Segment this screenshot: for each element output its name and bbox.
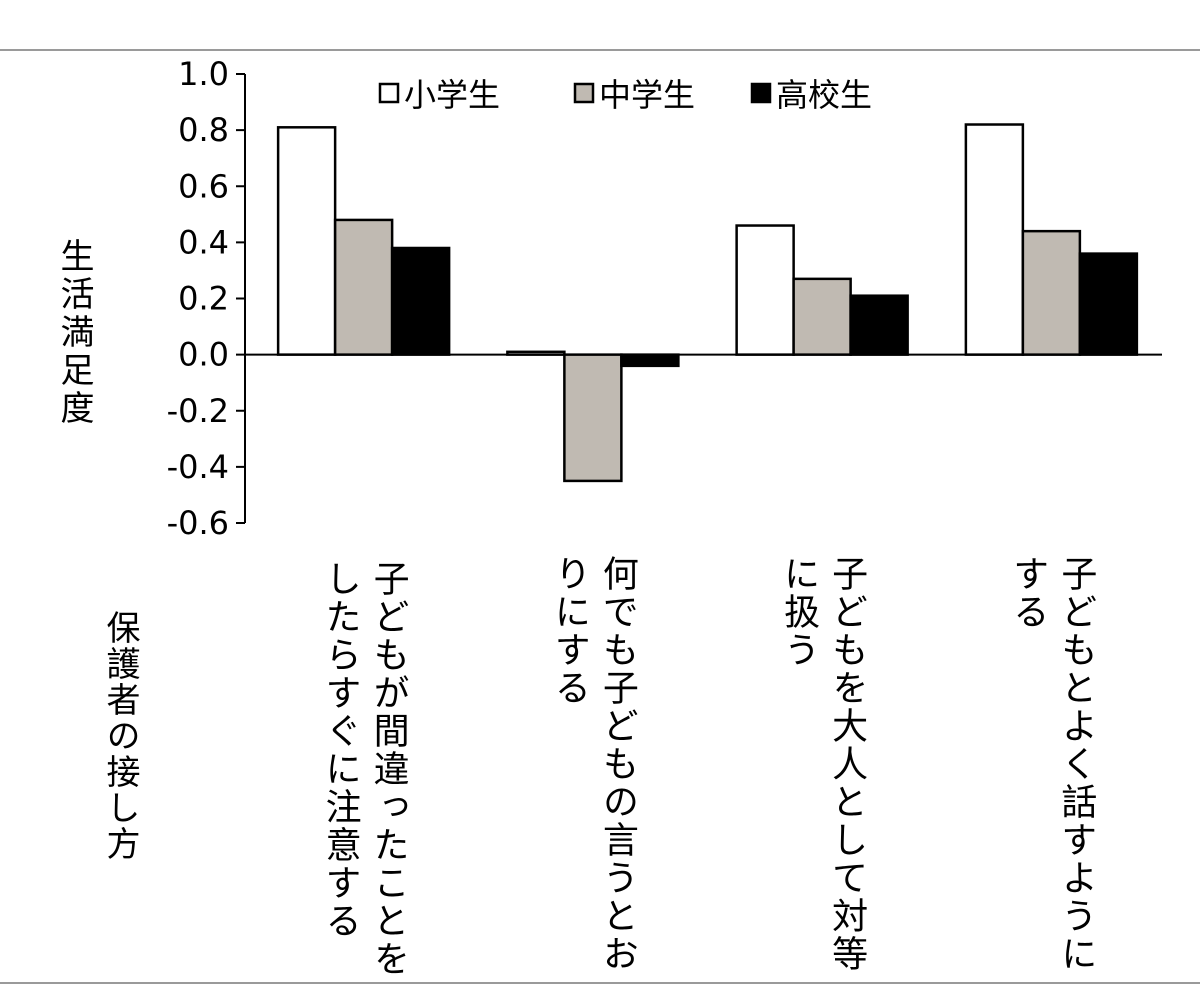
- legend: 小学生 中学生 高校生: [378, 76, 872, 114]
- bar-小学生-2: [735, 224, 795, 356]
- y-tick-label: 0.4: [178, 223, 229, 261]
- legend-swatch-高校生: [750, 82, 772, 104]
- legend-swatch-小学生: [378, 82, 400, 104]
- x-tick-label-2: 子どもを大人として対等 に扱う: [778, 555, 868, 973]
- y-tick-label: 0.8: [178, 111, 229, 149]
- y-tick-label: 0.6: [178, 167, 229, 205]
- bar-高校生-0: [390, 246, 451, 356]
- y-tick-label: 0.0: [178, 336, 229, 374]
- y-tick-label: 1.0: [178, 55, 229, 93]
- y-tick-label: -0.4: [167, 448, 229, 486]
- legend-label: 小学生: [404, 76, 500, 114]
- bar-小学生-1: [506, 350, 566, 356]
- x-tick-label-3: 子どもとよく話すように する: [1007, 555, 1097, 973]
- bottom-border: [0, 982, 1200, 984]
- bar-高校生-3: [1078, 252, 1139, 356]
- top-border: [0, 49, 1200, 51]
- bar-高校生-1: [620, 353, 680, 368]
- x-tick-label-0: 子どもが間違ったことを したらすぐに注意する: [319, 560, 409, 978]
- bar-小学生-3: [964, 123, 1025, 356]
- legend-label: 中学生: [599, 76, 695, 114]
- legend-label: 高校生: [776, 76, 872, 114]
- y-tick-label: 0.2: [178, 280, 229, 318]
- bar-中学生-0: [333, 218, 394, 356]
- bar-中学生-3: [1021, 229, 1082, 356]
- bar-中学生-1: [563, 353, 623, 483]
- x-axis-label: 保護者の接し方: [100, 610, 140, 862]
- y-axis-label: 生活満足度: [54, 238, 94, 428]
- bar-小学生-0: [276, 126, 337, 356]
- y-tick-label: -0.6: [167, 504, 229, 542]
- bars: [276, 123, 1139, 483]
- x-tick-label-1: 何でも子どもの言うとお りにする: [548, 555, 638, 973]
- legend-swatch-中学生: [573, 82, 595, 104]
- bar-中学生-2: [792, 277, 852, 356]
- y-tick-label: -0.2: [167, 392, 229, 430]
- bar-高校生-2: [849, 294, 909, 356]
